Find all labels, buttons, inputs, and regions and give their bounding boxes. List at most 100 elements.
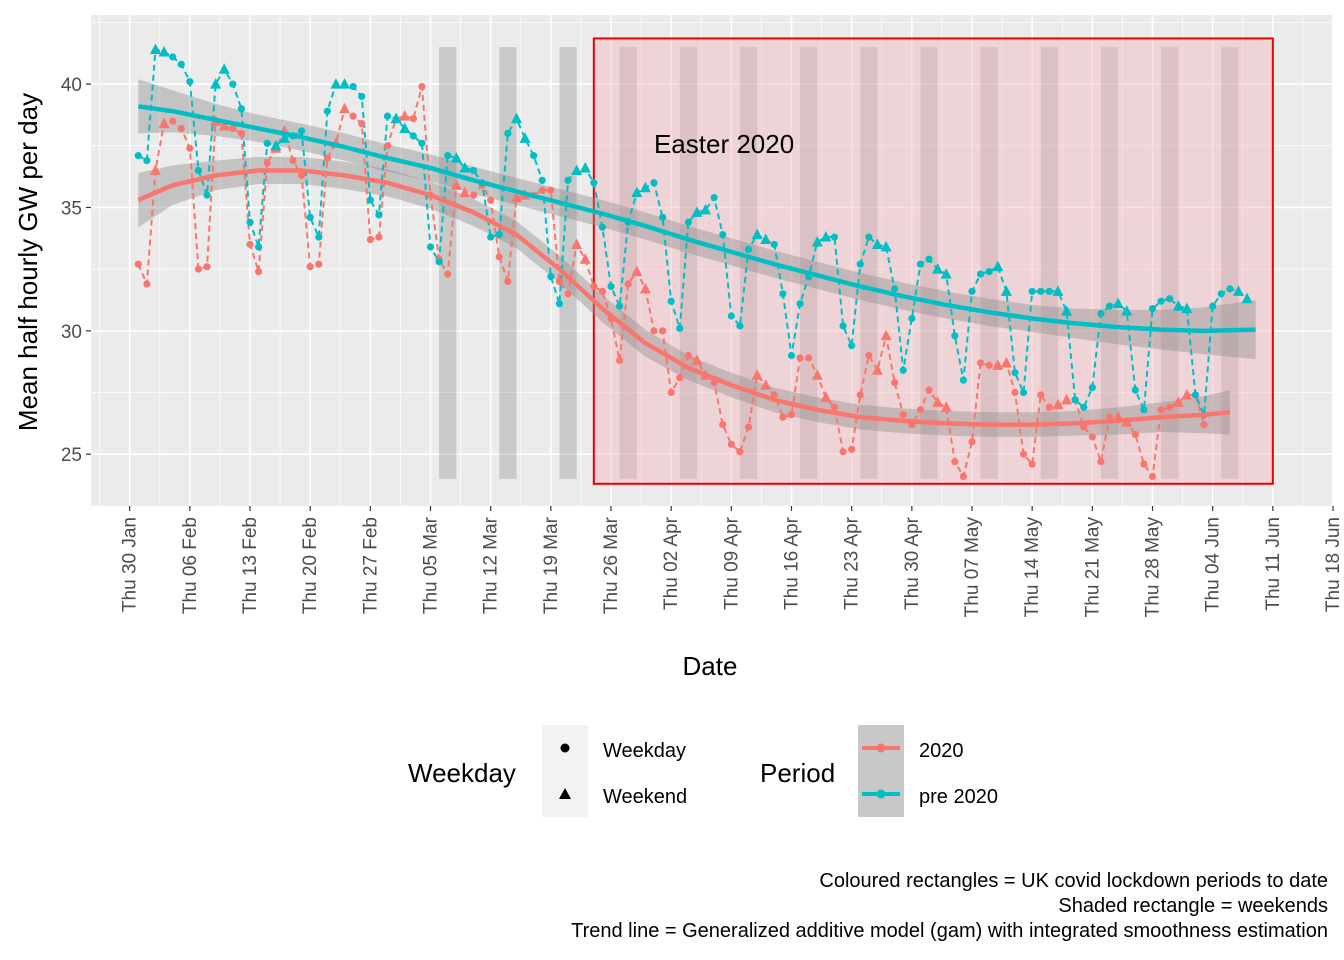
point-s1-48 — [547, 273, 554, 280]
point-s0-120 — [1166, 404, 1173, 411]
point-s0-81 — [831, 404, 838, 411]
point-s1-81 — [831, 233, 838, 240]
point-s0-83 — [848, 446, 855, 453]
point-s1-64 — [685, 219, 692, 226]
legend-period-item-0: 2020 — [919, 740, 964, 762]
point-s0-68 — [719, 421, 726, 428]
annotation-easter: Easter 2020 — [654, 129, 794, 159]
point-s0-64 — [685, 352, 692, 359]
point-s1-56 — [616, 303, 623, 310]
legend-period-item-1: pre 2020 — [919, 786, 998, 808]
point-s1-105 — [1037, 288, 1044, 295]
y-tick-label-3: 40 — [61, 75, 82, 96]
legend-weekday-title: Weekday — [408, 758, 516, 788]
point-s0-112 — [1097, 458, 1104, 465]
point-s1-71 — [745, 246, 752, 253]
point-s1-39 — [470, 167, 477, 174]
point-s1-54 — [599, 224, 606, 231]
point-s0-41 — [487, 196, 494, 203]
point-s1-85 — [865, 233, 872, 240]
point-s1-113 — [1106, 303, 1113, 310]
point-s0-49 — [556, 278, 563, 285]
point-s1-119 — [1157, 298, 1164, 305]
point-s0-42 — [496, 253, 503, 260]
point-s0-12 — [238, 130, 245, 137]
point-s1-92 — [925, 256, 932, 263]
point-s1-4 — [169, 53, 176, 60]
x-tick-label-17: Thu 28 May — [1143, 517, 1164, 618]
point-s1-110 — [1080, 404, 1087, 411]
point-s1-96 — [960, 377, 967, 384]
point-s1-26 — [358, 93, 365, 100]
x-tick-label-5: Thu 05 Mar — [421, 516, 442, 614]
point-s1-1 — [143, 157, 150, 164]
point-s1-33 — [418, 140, 425, 147]
point-s1-75 — [779, 290, 786, 297]
x-tick-label-18: Thu 04 Jun — [1203, 517, 1224, 612]
point-s1-5 — [178, 61, 185, 68]
legend-key-pre2020-marker — [877, 790, 886, 799]
point-s0-106 — [1046, 404, 1053, 411]
x-tick-label-13: Thu 30 Apr — [902, 516, 923, 610]
point-s1-118 — [1149, 305, 1156, 312]
point-s0-96 — [960, 473, 967, 480]
point-s1-19 — [298, 127, 305, 134]
point-s1-41 — [487, 233, 494, 240]
point-s1-97 — [968, 288, 975, 295]
point-s0-97 — [968, 438, 975, 445]
point-s1-127 — [1226, 285, 1233, 292]
point-s0-32 — [410, 115, 417, 122]
point-s1-76 — [788, 352, 795, 359]
legend-weekday-item-1: Weekend — [603, 786, 687, 808]
point-s0-39 — [470, 192, 477, 199]
point-s0-5 — [178, 125, 185, 132]
point-s0-117 — [1140, 460, 1147, 467]
point-s0-21 — [315, 261, 322, 268]
x-tick-label-11: Thu 16 Apr — [782, 516, 803, 610]
point-s0-60 — [650, 327, 657, 334]
point-s1-126 — [1218, 290, 1225, 297]
point-s0-33 — [418, 83, 425, 90]
point-s0-15 — [264, 159, 271, 166]
x-tick-label-19: Thu 11 Jun — [1263, 517, 1284, 611]
point-s1-104 — [1029, 288, 1036, 295]
legend-key-period-bg — [858, 725, 904, 817]
point-s0-76 — [788, 411, 795, 418]
point-s0-47 — [539, 187, 546, 194]
weekend-band-1 — [499, 47, 516, 479]
point-s0-25 — [350, 113, 357, 120]
point-s1-53 — [590, 179, 597, 186]
point-s1-60 — [650, 179, 657, 186]
point-s0-29 — [384, 142, 391, 149]
legend-key-weekday-marker — [561, 744, 570, 753]
point-s1-8 — [203, 192, 210, 199]
point-s1-82 — [839, 322, 846, 329]
point-s0-54 — [599, 288, 606, 295]
point-s1-47 — [539, 177, 546, 184]
x-tick-label-6: Thu 12 Mar — [481, 516, 502, 614]
point-s0-43 — [504, 278, 511, 285]
point-s1-29 — [384, 113, 391, 120]
point-s0-8 — [203, 263, 210, 270]
point-s1-84 — [857, 261, 864, 268]
point-s1-20 — [307, 214, 314, 221]
y-tick-label-0: 25 — [61, 445, 82, 466]
point-s1-49 — [556, 300, 563, 307]
point-s0-48 — [547, 187, 554, 194]
point-s1-106 — [1046, 288, 1053, 295]
point-s0-95 — [951, 458, 958, 465]
point-s0-0 — [135, 261, 142, 268]
point-s1-91 — [917, 261, 924, 268]
point-s0-116 — [1132, 431, 1139, 438]
point-s1-70 — [736, 322, 743, 329]
point-s1-117 — [1140, 406, 1147, 413]
point-s1-77 — [797, 300, 804, 307]
point-s0-75 — [779, 414, 786, 421]
point-s1-112 — [1097, 310, 1104, 317]
point-s0-78 — [805, 354, 812, 361]
x-tick-label-1: Thu 06 Feb — [180, 517, 201, 614]
point-s0-6 — [186, 145, 193, 152]
point-s0-63 — [676, 374, 683, 381]
point-s1-111 — [1089, 384, 1096, 391]
x-tick-label-4: Thu 27 Feb — [360, 517, 381, 614]
